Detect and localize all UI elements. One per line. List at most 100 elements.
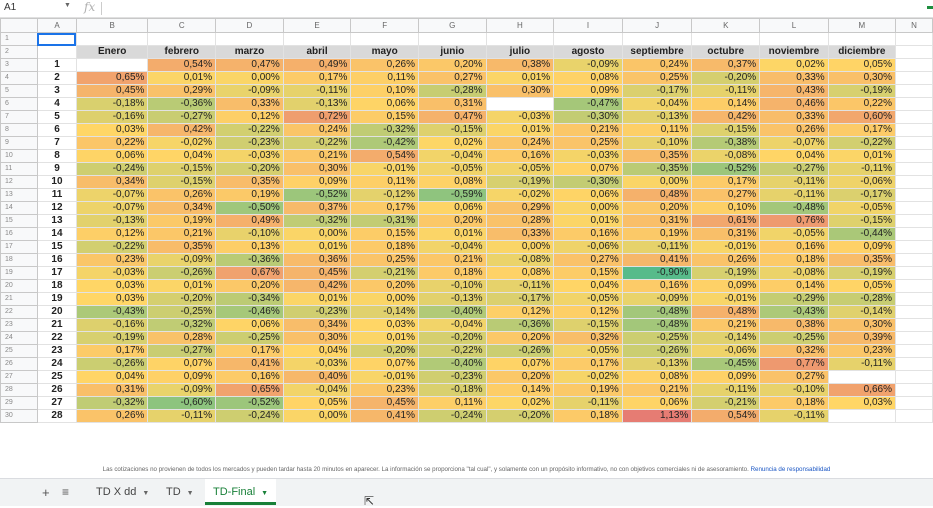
value-cell[interactable]: 0,48% (621, 188, 693, 202)
cell[interactable] (895, 97, 933, 111)
value-cell[interactable]: 0,18% (553, 409, 623, 423)
row-header[interactable]: 13 (0, 188, 38, 202)
row-header[interactable]: 30 (0, 409, 38, 423)
value-cell[interactable]: -0,52% (282, 188, 352, 202)
value-cell[interactable]: 0,23% (827, 344, 897, 358)
value-cell[interactable]: -0,44% (827, 227, 897, 241)
value-cell[interactable]: 0,28% (147, 331, 217, 345)
value-cell[interactable]: -0,02% (553, 370, 623, 384)
value-cell[interactable]: -0,11% (485, 279, 555, 293)
value-cell[interactable]: 0,28% (485, 214, 555, 228)
value-cell[interactable]: 0,12% (485, 305, 555, 319)
month-header[interactable]: octubre (691, 45, 761, 59)
value-cell[interactable]: 0,20% (621, 201, 693, 215)
value-cell[interactable]: 0,18% (417, 266, 487, 280)
value-cell[interactable]: -0,22% (75, 240, 149, 254)
value-cell[interactable]: 0,54% (350, 149, 419, 163)
cell[interactable] (895, 201, 933, 215)
value-cell[interactable]: -0,47% (553, 97, 623, 111)
value-cell[interactable]: -0,16% (75, 318, 149, 332)
cell[interactable] (895, 266, 933, 280)
month-header[interactable]: junio (417, 45, 487, 59)
value-cell[interactable]: 0,31% (75, 383, 149, 397)
value-cell[interactable]: 0,19% (553, 383, 623, 397)
value-cell[interactable]: -0,09% (147, 253, 217, 267)
value-cell[interactable]: -0,11% (759, 188, 829, 202)
row-header[interactable]: 20 (0, 279, 38, 293)
value-cell[interactable]: 0,13% (215, 240, 284, 254)
value-cell[interactable]: 0,08% (485, 266, 555, 280)
value-cell[interactable]: 0,35% (147, 240, 217, 254)
name-box-dropdown-icon[interactable]: ▼ (64, 2, 71, 9)
value-cell[interactable]: -0,06% (827, 175, 897, 189)
value-cell[interactable]: 0,06% (215, 318, 284, 332)
row-header[interactable]: 16 (0, 227, 38, 241)
value-cell[interactable]: 0,45% (350, 396, 419, 410)
value-cell[interactable]: -0,10% (759, 383, 829, 397)
value-cell[interactable]: -0,13% (75, 214, 149, 228)
value-cell[interactable]: 0,43% (759, 84, 829, 98)
value-cell[interactable]: 0,17% (282, 71, 352, 85)
value-cell[interactable]: 0,35% (621, 149, 693, 163)
value-cell[interactable]: -0,26% (621, 344, 693, 358)
value-cell[interactable]: -0,43% (759, 305, 829, 319)
value-cell[interactable]: 0,17% (827, 123, 897, 137)
day-label[interactable]: 17 (36, 266, 77, 280)
value-cell[interactable]: -0,40% (417, 305, 487, 319)
value-cell[interactable]: -0,35% (621, 162, 693, 176)
column-header[interactable]: N (895, 18, 933, 33)
value-cell[interactable]: 0,17% (75, 344, 149, 358)
value-cell[interactable]: -0,25% (147, 305, 217, 319)
value-cell[interactable]: -0,11% (827, 357, 897, 371)
value-cell[interactable]: 0,27% (759, 370, 829, 384)
row-header[interactable]: 5 (0, 84, 38, 98)
row-header[interactable]: 26 (0, 357, 38, 371)
row-header[interactable]: 17 (0, 240, 38, 254)
value-cell[interactable]: 0,16% (485, 149, 555, 163)
cell[interactable] (350, 32, 419, 46)
value-cell[interactable]: 0,34% (282, 318, 352, 332)
value-cell[interactable]: -0,01% (350, 162, 419, 176)
day-label[interactable]: 26 (36, 383, 77, 397)
value-cell[interactable]: -0,52% (215, 396, 284, 410)
value-cell[interactable]: -0,08% (691, 149, 761, 163)
value-cell[interactable]: -0,07% (75, 201, 149, 215)
value-cell[interactable]: 0,05% (827, 279, 897, 293)
value-cell[interactable]: -0,06% (553, 240, 623, 254)
cell[interactable] (75, 32, 149, 46)
value-cell[interactable]: 0,17% (553, 357, 623, 371)
value-cell[interactable]: -0,24% (417, 409, 487, 423)
row-header[interactable]: 18 (0, 253, 38, 267)
value-cell[interactable]: 0,15% (350, 227, 419, 241)
value-cell[interactable]: 0,40% (282, 370, 352, 384)
value-cell[interactable]: -0,20% (691, 71, 761, 85)
cell[interactable] (895, 71, 933, 85)
value-cell[interactable]: 0,00% (282, 409, 352, 423)
value-cell[interactable]: 0,00% (350, 292, 419, 306)
value-cell[interactable]: -0,03% (215, 149, 284, 163)
value-cell[interactable]: -0,24% (215, 409, 284, 423)
value-cell[interactable]: -0,02% (485, 188, 555, 202)
value-cell[interactable]: -0,15% (553, 318, 623, 332)
value-cell[interactable]: 0,02% (759, 58, 829, 72)
value-cell[interactable]: -0,36% (215, 253, 284, 267)
value-cell[interactable]: -0,08% (485, 253, 555, 267)
value-cell[interactable]: -0,34% (215, 292, 284, 306)
column-header[interactable]: C (147, 18, 217, 33)
value-cell[interactable]: -0,32% (147, 318, 217, 332)
month-header[interactable]: septiembre (621, 45, 693, 59)
value-cell[interactable]: -0,30% (553, 110, 623, 124)
cell[interactable] (147, 32, 217, 46)
value-cell[interactable]: -0,06% (691, 344, 761, 358)
day-label[interactable]: 12 (36, 201, 77, 215)
value-cell[interactable]: 0,25% (350, 253, 419, 267)
value-cell[interactable]: 0,02% (417, 136, 487, 150)
cell[interactable] (691, 32, 761, 46)
value-cell[interactable]: 0,33% (215, 97, 284, 111)
value-cell[interactable]: 0,21% (282, 149, 352, 163)
value-cell[interactable]: -0,03% (75, 266, 149, 280)
value-cell[interactable]: 0,76% (759, 214, 829, 228)
cell[interactable] (895, 396, 933, 410)
value-cell[interactable]: 0,30% (282, 162, 352, 176)
cell[interactable] (895, 357, 933, 371)
